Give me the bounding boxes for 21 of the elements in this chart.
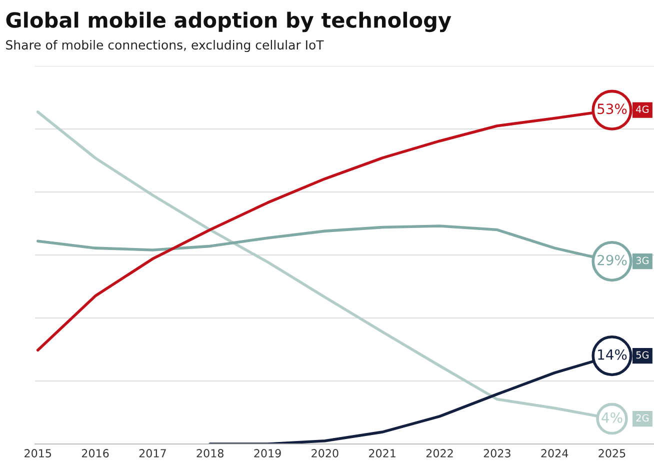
series-label: 4G <box>636 106 649 113</box>
x-tick-label: 2020 <box>312 449 338 458</box>
x-tick-label: 2015 <box>24 449 52 458</box>
x-tick-label: 2017 <box>139 449 166 458</box>
x-tick-label: 2023 <box>484 449 510 458</box>
x-tick-label: 2021 <box>369 449 396 458</box>
x-tick-label: 2019 <box>254 449 281 458</box>
data-label: 53% <box>598 104 627 114</box>
chart-subtitle: Share of mobile connections, excluding cellular IoT <box>6 40 324 52</box>
chart-title: Global mobile adoption by technology <box>6 12 452 32</box>
series-label: 5G <box>636 351 649 359</box>
x-tick-label: 2024 <box>541 449 568 458</box>
x-tick-label: 2016 <box>82 449 109 458</box>
data-label: 14% <box>598 349 627 360</box>
series-label: 3G <box>636 256 649 264</box>
x-tick-label: 2022 <box>426 449 453 458</box>
series-label: 2G <box>636 414 649 422</box>
data-label: 4% <box>602 412 622 423</box>
data-label: 29% <box>598 254 627 266</box>
x-tick-label: 2018 <box>196 449 224 458</box>
x-tick-label: 2025 <box>598 449 626 458</box>
